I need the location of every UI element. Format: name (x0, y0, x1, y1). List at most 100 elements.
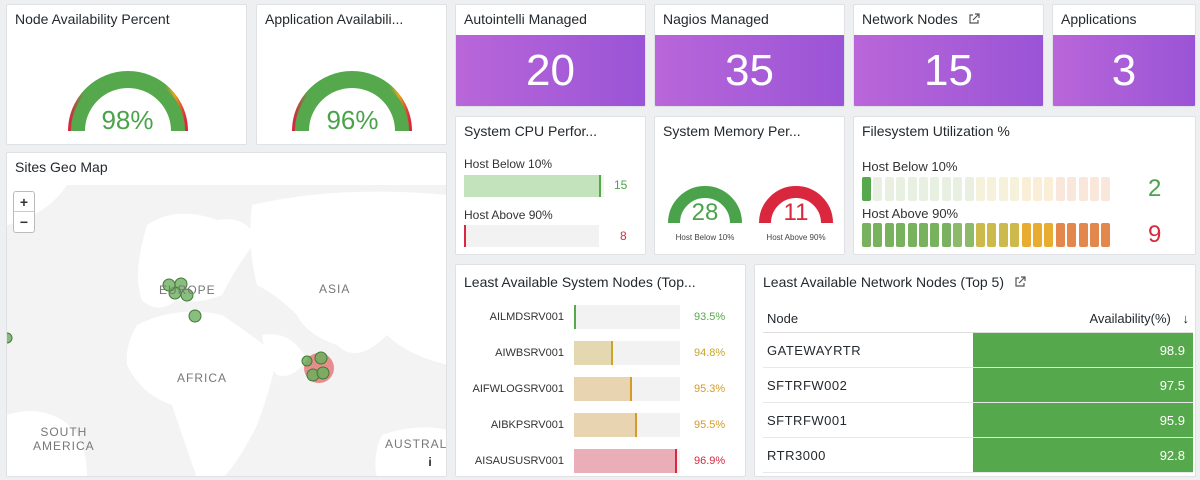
table-row[interactable]: GATEWAYRTR 98.9 (763, 333, 1193, 368)
map-label-europe: EUROPE (159, 283, 216, 297)
world-map[interactable]: EUROPE ASIA AFRICA SOUTH AMERICA AUSTRAL… (7, 185, 446, 476)
stat-applications-panel: Applications 3 (1052, 4, 1196, 107)
panel-title-text: Network Nodes (862, 11, 958, 27)
segment (1067, 177, 1077, 201)
filesystem-panel: Filesystem Utilization % Host Below 10% … (853, 116, 1196, 255)
gauge-value: 11 (783, 199, 809, 226)
below-value: 15 (614, 178, 628, 192)
map-label-asia: ASIA (319, 282, 351, 296)
column-header-availability[interactable]: Availability(%) ↓ (973, 311, 1193, 326)
panel-title[interactable]: Least Available System Nodes (Top... (464, 274, 696, 290)
table-header: Node Availability(%) ↓ (763, 305, 1193, 333)
node-value: 94.8% (694, 347, 726, 359)
node-name: AIFWLOGSRV001 (472, 383, 565, 395)
segment (941, 223, 951, 247)
map-info-button[interactable]: i (422, 454, 438, 470)
segment (987, 177, 997, 201)
panel-title[interactable]: Filesystem Utilization % (862, 123, 1010, 139)
system-memory-panel: System Memory Per... 28 Host Below 10% 1… (654, 116, 845, 255)
panel-title[interactable]: Node Availability Percent (15, 11, 170, 27)
availability-cell: 95.9 (973, 403, 1193, 437)
panel-title-text: Least Available Network Nodes (Top 5) (763, 274, 1004, 290)
external-link-icon[interactable] (1014, 276, 1026, 288)
segment (1021, 223, 1031, 247)
cpu-below-bar (464, 175, 604, 197)
gauge-value: 28 (691, 199, 719, 226)
node-bar-track (574, 449, 680, 473)
node-bar-fill (574, 341, 614, 365)
panel-title[interactable]: Autointelli Managed (464, 11, 587, 27)
segment (919, 223, 928, 247)
node-value: 96.9% (694, 455, 726, 467)
panel-title[interactable]: Application Availabili... (265, 11, 404, 27)
node-name: AILMDSRV001 (489, 311, 564, 323)
segment (907, 177, 917, 201)
panel-title[interactable]: System CPU Perfor... (464, 123, 598, 139)
node-bar-fill (574, 449, 677, 473)
above-value: 9 (1148, 221, 1162, 248)
stat-value: 15 (854, 35, 1043, 106)
panel-title[interactable]: Applications (1061, 11, 1137, 27)
node-bar-track (574, 305, 680, 329)
segment (1090, 177, 1099, 201)
below-value: 2 (1148, 175, 1162, 202)
table-row[interactable]: SFTRFW001 95.9 (763, 403, 1193, 438)
table-row[interactable]: SFTRFW002 97.5 (763, 368, 1193, 403)
segment (862, 177, 871, 201)
segment (998, 177, 1008, 201)
availability-cell: 97.5 (973, 368, 1193, 402)
segment (1033, 223, 1042, 247)
panel-title[interactable]: Sites Geo Map (15, 159, 108, 175)
column-header-node[interactable]: Node (767, 311, 799, 326)
segment (941, 177, 951, 201)
stat-value: 20 (456, 35, 645, 106)
segment (964, 177, 974, 201)
segment (896, 223, 906, 247)
segment (1033, 177, 1042, 201)
segment (1044, 223, 1054, 247)
segment (1044, 177, 1054, 201)
stat-value: 3 (1053, 35, 1195, 106)
node-cell: GATEWAYRTR (767, 342, 862, 358)
stat-value: 35 (655, 35, 844, 106)
gauge-caption: Host Below 10% (675, 233, 735, 242)
segment (998, 223, 1008, 247)
sort-desc-icon: ↓ (1182, 311, 1190, 326)
segment (1078, 177, 1088, 201)
segment (884, 223, 894, 247)
column-header-availability-label: Availability(%) (1089, 311, 1171, 326)
segment (873, 177, 883, 201)
panel-title[interactable]: System Memory Per... (663, 123, 801, 139)
panel-title[interactable]: Least Available Network Nodes (Top 5) (763, 274, 1026, 290)
segment (953, 223, 963, 247)
segment (964, 223, 974, 247)
node-value: 93.5% (694, 311, 726, 323)
panel-title[interactable]: Network Nodes (862, 11, 980, 27)
site-markers (7, 277, 202, 344)
panel-title[interactable]: Nagios Managed (663, 11, 769, 27)
node-bar-track (574, 413, 680, 437)
segment (1010, 177, 1020, 201)
bar-fill (464, 175, 602, 197)
table-row[interactable]: RTR3000 92.8 (763, 438, 1193, 473)
zoom-in-button[interactable]: + (14, 192, 34, 212)
availability-gauge (292, 71, 412, 132)
stat-network-nodes-panel: Network Nodes 15 (853, 4, 1044, 107)
map-label-australia: AUSTRAL (385, 437, 447, 451)
above-label: Host Above 90% (862, 206, 959, 221)
node-name: AIBKPSRV001 (490, 419, 564, 431)
external-link-icon[interactable] (968, 13, 980, 25)
node-cell: SFTRFW001 (767, 412, 848, 428)
filesystem-below-segments (862, 177, 1112, 201)
segment (1021, 177, 1031, 201)
above-value: 8 (620, 229, 627, 243)
below-label: Host Below 10% (862, 159, 958, 174)
node-bar-fill (574, 305, 577, 329)
node-value: 95.3% (694, 383, 726, 395)
segment (930, 223, 940, 247)
zoom-out-button[interactable]: − (19, 214, 29, 230)
network-node-rows: GATEWAYRTR 98.9 SFTRFW002 97.5 SFTRFW001… (763, 333, 1193, 473)
sites-geo-map-panel: Sites Geo Map EUROPE (6, 152, 447, 477)
map-label-south-america: SOUTH AMERICA (33, 425, 95, 453)
segment (1055, 177, 1065, 201)
